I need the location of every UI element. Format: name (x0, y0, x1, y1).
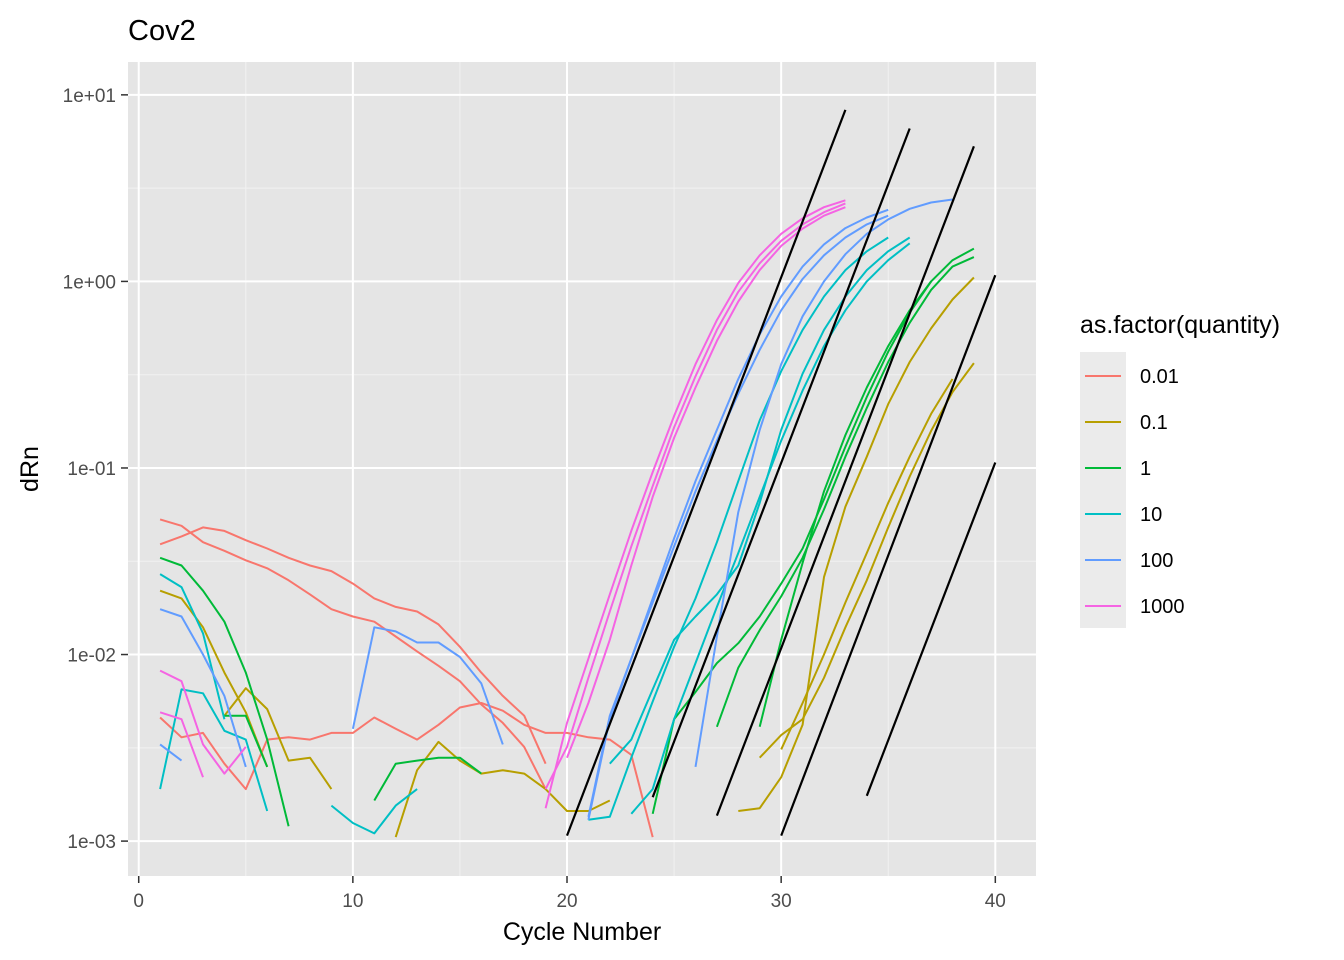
legend-label: 100 (1140, 550, 1173, 572)
series-line-0.01 (159, 526, 547, 765)
series-line-1000 (544, 199, 846, 809)
series-line-1 (715, 256, 975, 728)
legend-label: 1 (1140, 458, 1151, 480)
series-line-100 (587, 208, 889, 821)
series-line-100 (159, 743, 183, 762)
series-line-0.1 (758, 362, 975, 759)
legend-title: as.factor(quantity) (1080, 311, 1280, 339)
legend-label: 10 (1140, 504, 1162, 526)
chart-title: Cov2 (128, 15, 196, 47)
plot-panel (128, 62, 1036, 876)
series-line-1 (224, 714, 269, 768)
series-line-1 (159, 556, 290, 827)
series-line-10 (588, 236, 889, 821)
series-line-10 (609, 236, 911, 765)
y-tick-label: 1e-01 (67, 459, 116, 480)
series-line-0.1 (394, 740, 611, 838)
x-tick-label: 40 (985, 891, 1006, 912)
y-tick-label: 1e+01 (63, 86, 116, 107)
x-tick-label: 30 (771, 891, 792, 912)
series-line-0.1 (738, 276, 975, 812)
legend-label: 1000 (1140, 596, 1185, 618)
fit-line (565, 109, 847, 836)
grid-minor (128, 62, 1036, 876)
x-tick-label: 20 (556, 891, 577, 912)
x-tick-label: 0 (133, 891, 144, 912)
series-line-1000 (159, 669, 247, 775)
y-axis-title: dRn (16, 446, 44, 492)
fit-line (715, 145, 975, 816)
series-line-0.1 (780, 378, 954, 750)
y-tick-label: 1e-02 (67, 646, 116, 667)
y-axis: 1e-03 1e-02 1e-01 1e+00 1e+01 (63, 86, 128, 853)
series-line-0.1 (223, 687, 333, 790)
series-line-100 (694, 198, 953, 768)
series-layer (159, 109, 997, 838)
legend-items: 0.01 0.1 1 10 100 1000 (1085, 366, 1185, 618)
x-axis-title: Cycle Number (503, 918, 661, 946)
x-axis: 0 10 20 30 40 (133, 876, 1006, 912)
legend-key-background (1080, 352, 1126, 628)
series-line-10 (159, 688, 269, 812)
legend-label: 0.1 (1140, 412, 1168, 434)
series-line-10 (330, 788, 418, 835)
series-line-1000 (544, 202, 846, 790)
series-line-1000 (159, 711, 204, 778)
series-line-100 (159, 608, 247, 768)
fit-line (865, 462, 997, 797)
series-line-0.01 (159, 518, 547, 790)
legend-label: 0.01 (1140, 366, 1179, 388)
y-tick-label: 1e+00 (63, 272, 116, 293)
series-line-0.1 (159, 589, 269, 768)
legend: as.factor(quantity) 0.01 0.1 1 10 100 1000 (1080, 311, 1280, 628)
series-line-1 (373, 756, 482, 802)
series-line-1 (758, 280, 932, 728)
grid-major (128, 62, 1036, 876)
y-tick-label: 1e-03 (67, 832, 116, 853)
x-tick-label: 10 (342, 891, 363, 912)
series-line-100 (351, 626, 504, 745)
fit-line (780, 274, 997, 836)
fit-line (651, 128, 911, 798)
